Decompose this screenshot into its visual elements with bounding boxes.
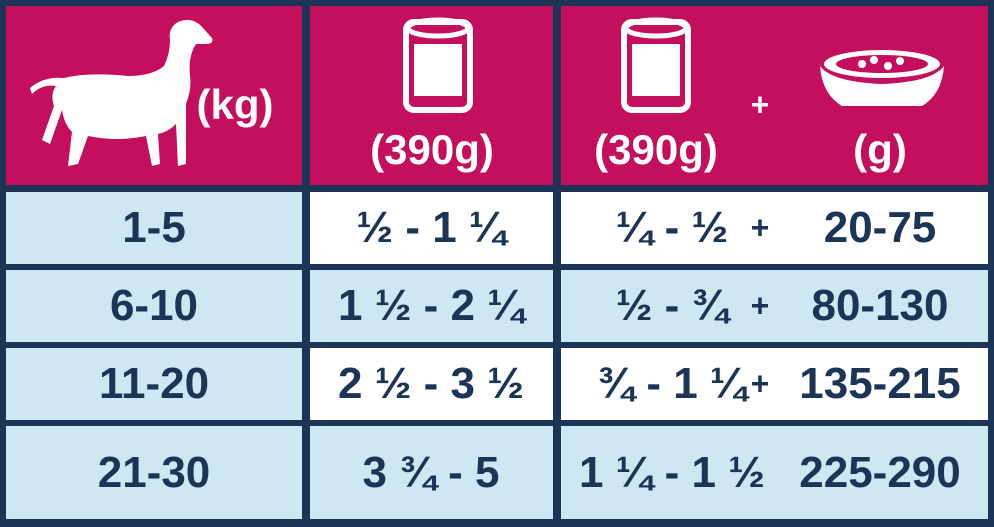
plus-text: +	[750, 209, 770, 246]
dry-text: 225-290	[799, 447, 961, 497]
weight-text: 11-20	[98, 359, 210, 408]
header-text: (g)	[853, 126, 907, 173]
wet-text: 3 ¾ - 5	[362, 447, 500, 497]
weight-text: 1-5	[122, 203, 186, 252]
header-text: (390g)	[594, 126, 718, 173]
weight-cell	[6, 348, 302, 420]
weight-text: 21-30	[97, 447, 211, 497]
mixed-cell	[561, 192, 988, 264]
mixed-wet-text: ½ - ¾	[615, 281, 729, 330]
can-icon	[621, 17, 691, 113]
wet-cell	[310, 192, 553, 264]
wet-text: 1 ½ - 2 ¼	[338, 281, 524, 330]
dry-text: 80-130	[811, 281, 949, 330]
mixed-wet-text: ¾ - 1 ¼	[597, 359, 747, 408]
wet-text: ½ - 1 ¼	[356, 203, 506, 252]
weight-cell	[6, 426, 302, 519]
header-text: (390g)	[370, 126, 494, 173]
bowl-icon	[820, 50, 944, 106]
mixed-wet-text: ¼ - ½	[615, 203, 729, 252]
wet-cell	[310, 348, 553, 420]
header-text: (kg)	[196, 81, 274, 128]
dry-text: 135-215	[799, 359, 961, 408]
wet-cell	[310, 270, 553, 342]
weight-cell	[6, 192, 302, 264]
dog-icon	[30, 20, 213, 166]
wet-cell	[310, 426, 553, 519]
plus-text: +	[750, 365, 770, 402]
mixed-cell	[561, 348, 988, 420]
mixed-cell	[561, 426, 988, 519]
header-text: +	[750, 86, 770, 123]
can-icon	[403, 17, 473, 113]
weight-cell	[6, 270, 302, 342]
wet-text: 2 ½ - 3 ½	[338, 359, 524, 408]
mixed-wet-text: 1 ¼ - 1 ½	[579, 447, 765, 497]
plus-text: +	[750, 287, 770, 324]
mixed-cell	[561, 270, 988, 342]
dry-text: 20-75	[823, 203, 937, 252]
weight-text: 6-10	[109, 281, 199, 330]
